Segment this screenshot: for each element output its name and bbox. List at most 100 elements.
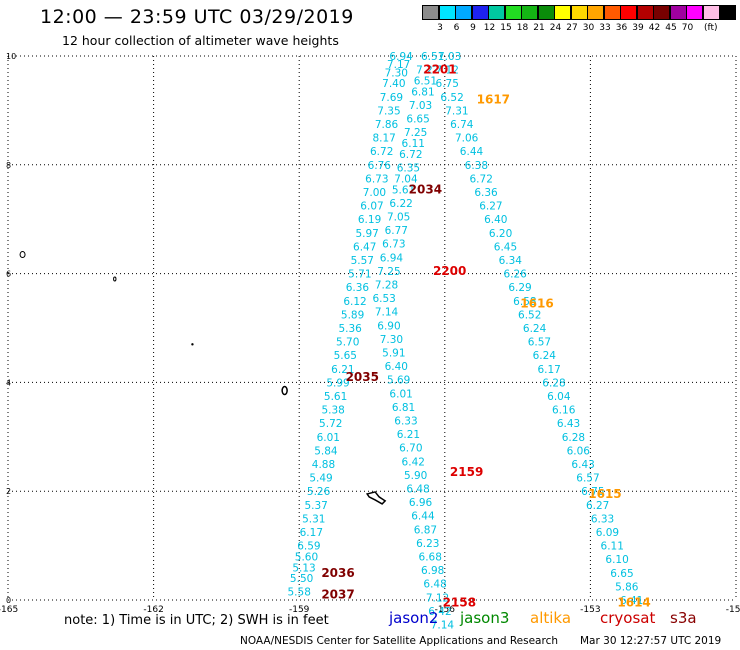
swh-value-label: 6.20: [489, 228, 512, 240]
legend-label: 12: [483, 23, 496, 33]
swh-value-label: 6.47: [353, 241, 376, 253]
swh-value-label: 6.27: [586, 500, 609, 512]
swh-value-label: 6.94: [380, 252, 404, 264]
swh-value-label: 7.25: [377, 266, 400, 278]
swh-value-label: 7.05: [387, 211, 410, 223]
swh-value-label: 6.44: [411, 511, 435, 523]
swh-value-label: 6.12: [343, 296, 366, 308]
swh-value-label: 6.11: [601, 541, 624, 553]
swh-value-label: 6.16: [552, 405, 576, 417]
legend-label: 42: [648, 23, 661, 33]
swh-value-label: 6.43: [571, 459, 594, 471]
legend-label: 18: [516, 23, 529, 33]
satellite-jason3: jason3: [460, 609, 510, 627]
swh-value-label: 6.04: [547, 391, 571, 403]
swh-value-label: 6.74: [450, 119, 474, 131]
swh-value-label: 6.33: [591, 513, 614, 525]
swh-value-label: 6.72: [370, 146, 393, 158]
satellite-s3a: s3a: [670, 609, 697, 627]
swh-value-label: 6.28: [562, 432, 585, 444]
swh-value-label: 6.58: [513, 296, 536, 308]
swh-value-label: 6.21: [331, 364, 354, 376]
swh-value-label: 6.22: [389, 198, 412, 210]
swh-value-label: 6.09: [596, 527, 619, 539]
swh-value-label: 6.48: [423, 579, 446, 591]
swh-value-label: 5.90: [404, 470, 427, 482]
legend-label: 45: [665, 23, 677, 33]
x-tick-label: -165: [0, 605, 18, 615]
swh-value-label: 7.35: [377, 105, 400, 117]
swh-value-label: 5.61: [392, 184, 415, 196]
swh-value-label: 5.86: [615, 581, 639, 593]
swh-value-label: 6.65: [610, 568, 633, 580]
legend-label: 9: [470, 23, 476, 33]
swh-value-label: 6.72: [470, 173, 493, 185]
swh-value-label: 7.25: [404, 127, 427, 139]
swh-value-label: 6.76: [368, 160, 392, 172]
swh-value-label: 6.96: [409, 497, 433, 509]
swh-value-label: 5.99: [326, 377, 349, 389]
pass-time-label: 1614: [617, 596, 650, 610]
swh-value-label: 6.27: [479, 201, 502, 213]
swh-value-label: 6.75: [581, 486, 604, 498]
swh-value-label: 6.70: [399, 443, 422, 455]
swh-value-label: 6.53: [372, 293, 395, 305]
legend-label: 36: [615, 23, 628, 33]
swh-value-label: 6.98: [421, 565, 444, 577]
swh-value-label: 6.26: [503, 269, 527, 281]
swh-value-label: 6.81: [411, 86, 434, 98]
swh-value-label: 6.36: [474, 187, 498, 199]
swh-value-label: 6.33: [394, 415, 417, 427]
swh-value-label: 5.38: [321, 405, 344, 417]
swh-value-label: 6.57: [576, 473, 599, 485]
swh-value-label: 7.00: [363, 187, 386, 199]
swh-value-label: 6.77: [385, 225, 408, 237]
swh-value-label: 8.17: [372, 133, 395, 145]
swh-value-label: 6.07: [360, 201, 383, 213]
swh-value-label: 5.37: [304, 500, 327, 512]
swh-value-label: 6.75: [436, 78, 459, 90]
swh-value-label: 6.59: [297, 541, 320, 553]
swh-value-label: 6.17: [537, 364, 560, 376]
island-outline: [191, 343, 194, 346]
island-outline: [113, 276, 117, 282]
swh-value-label: 7.14: [431, 619, 455, 631]
swh-value-label: 5.97: [355, 228, 378, 240]
swh-value-label: 7.17: [387, 59, 410, 71]
legend-swatch: [719, 5, 736, 20]
swh-value-label: 6.45: [494, 241, 517, 253]
footer-credit: NOAA/NESDIS Center for Satellite Applica…: [240, 635, 558, 647]
swh-value-label: 5.70: [336, 337, 359, 349]
swh-value-label: 5.36: [338, 323, 362, 335]
swh-value-label: 7.03: [438, 51, 461, 63]
pass-time-label: 2200: [433, 264, 466, 278]
satellite-cryosat: cryosat: [600, 609, 656, 627]
swh-value-label: 6.68: [419, 551, 442, 563]
swh-value-label: 6.42: [428, 606, 451, 618]
swh-value-label: 6.40: [484, 214, 507, 226]
legend-label: 21: [533, 23, 545, 33]
swh-value-label: 6.44: [460, 146, 484, 158]
legend-label: 33: [599, 23, 611, 33]
note-text: note: 1) Time is in UTC; 2) SWH is in fe…: [64, 613, 329, 628]
swh-value-label: 7.04: [394, 173, 418, 185]
pass-time-label: 1616: [520, 297, 553, 311]
swh-value-label: 6.41: [620, 595, 643, 607]
swh-value-label: 7.40: [382, 78, 405, 90]
swh-value-label: 7.06: [455, 133, 479, 145]
satellite-altika: altika: [530, 609, 572, 627]
y-tick-label: 10: [6, 52, 16, 61]
swh-value-label: 7.31: [445, 105, 468, 117]
pass-time-label: 2159: [450, 465, 483, 479]
x-tick-label: -153: [580, 605, 600, 615]
swh-value-label: 6.87: [414, 524, 437, 536]
x-tick-label: -150: [726, 605, 740, 615]
legend-label: 15: [500, 23, 512, 33]
swh-value-label: 6.65: [406, 114, 429, 126]
swh-value-label: 6.10: [605, 554, 628, 566]
swh-value-label: 6.23: [416, 538, 439, 550]
footer-timestamp: Mar 30 12:27:57 UTC 2019: [580, 635, 722, 647]
swh-value-label: 5.71: [348, 269, 371, 281]
swh-value-label: 5.65: [334, 350, 357, 362]
